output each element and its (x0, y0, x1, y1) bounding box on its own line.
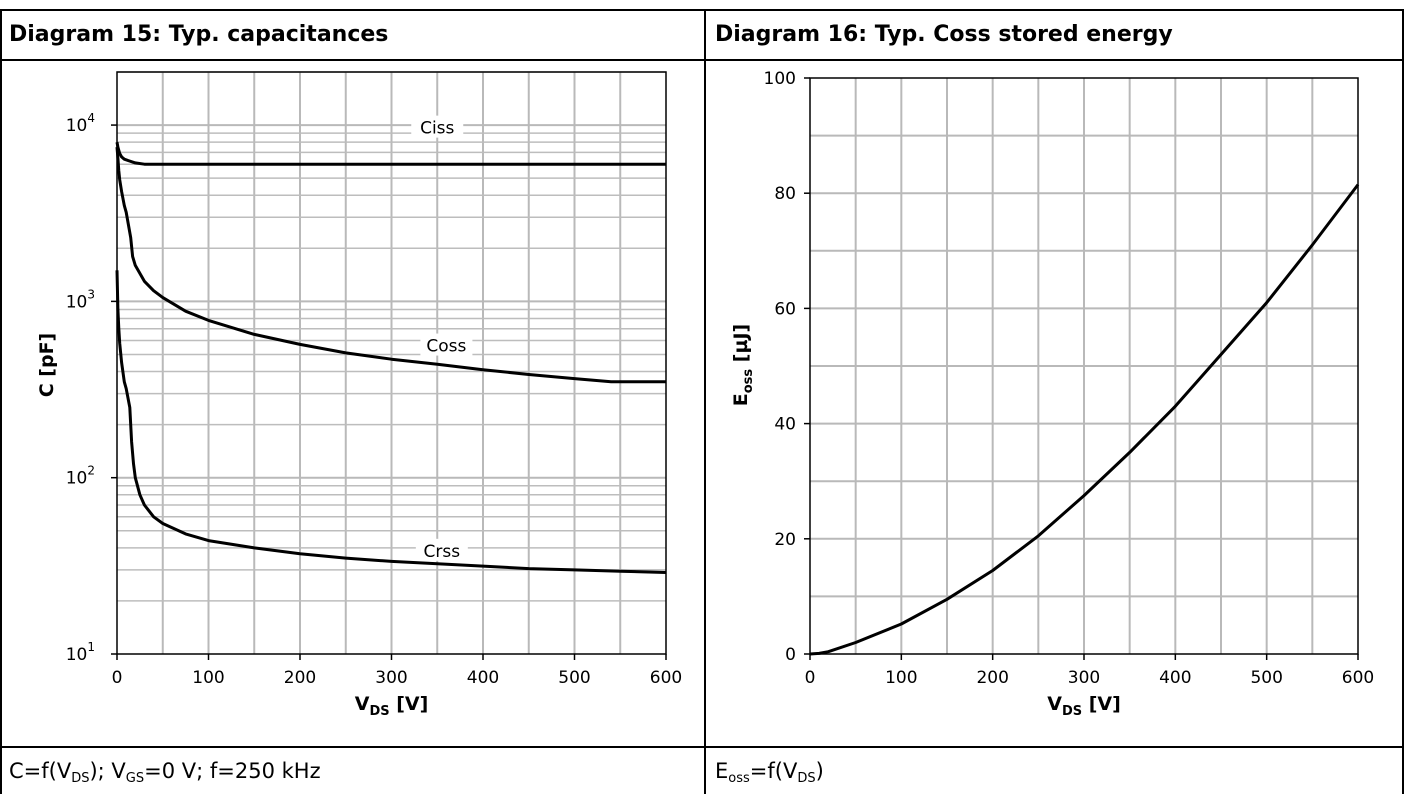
diagram-16-title: Diagram 16: Typ. Coss stored energy (715, 22, 1173, 47)
header-divider (0, 59, 1404, 61)
series-line-coss (115, 146, 666, 384)
y-tick-label: 100 (764, 69, 796, 89)
capacitance-chart: 0 100 200 300 400 500 600 101 102 103 104 Ciss Coss C… (36, 71, 682, 719)
x-tick-label: 600 (650, 668, 682, 688)
x-tick-label: 500 (558, 668, 590, 688)
y-tick-label: 104 (66, 111, 95, 136)
x-tick-label: 300 (1068, 668, 1100, 688)
diagram-15-condition: C=f(VDS); VGS=0 V; f=250 kHz (9, 759, 321, 786)
y-tick-label: 103 (66, 287, 95, 312)
x-tick-label: 100 (885, 668, 917, 688)
y-tick-label: 0 (785, 645, 796, 665)
y-tick-label: 102 (66, 464, 95, 489)
series-line-eoss (809, 183, 1360, 656)
x-tick-label: 500 (1250, 668, 1282, 688)
series-label-coss: Coss (426, 337, 466, 357)
x-tick-label: 400 (467, 668, 499, 688)
x-tick-label: 200 (976, 668, 1008, 688)
diagram-15-title: Diagram 15: Typ. capacitances (9, 22, 389, 47)
series-label-bg (411, 115, 464, 138)
figure-frame (0, 9, 1404, 794)
y-tick-label: 20 (774, 530, 796, 550)
x-tick-label: 0 (112, 668, 123, 688)
x-tick-label: 400 (1159, 668, 1191, 688)
y-axis-label: C [pF] (36, 333, 58, 398)
x-tick-label: 600 (1342, 668, 1374, 688)
y-axis-label: Eoss [µJ] (730, 324, 756, 406)
x-axis-label: VDS [V] (355, 693, 429, 719)
series-label-bg (420, 333, 473, 356)
series-label-ciss: Ciss (420, 119, 454, 139)
x-tick-label: 100 (192, 668, 224, 688)
diagram-16-condition: Eoss=f(VDS) (715, 759, 824, 786)
y-tick-label: 60 (774, 299, 796, 319)
y-tick-label: 80 (774, 184, 796, 204)
x-tick-label: 0 (805, 668, 816, 688)
x-tick-label: 200 (284, 668, 316, 688)
footer-divider (0, 746, 1404, 748)
series-line-ciss (115, 141, 666, 166)
series-line-crss (115, 270, 667, 574)
x-tick-label: 300 (375, 668, 407, 688)
y-tick-label: 101 (66, 640, 95, 665)
y-tick-label: 40 (774, 415, 796, 435)
series-label-crss: Crss (424, 542, 461, 562)
panel-divider (704, 9, 706, 794)
series-label-bg (415, 538, 468, 561)
x-axis-label: VDS [V] (1047, 693, 1121, 719)
